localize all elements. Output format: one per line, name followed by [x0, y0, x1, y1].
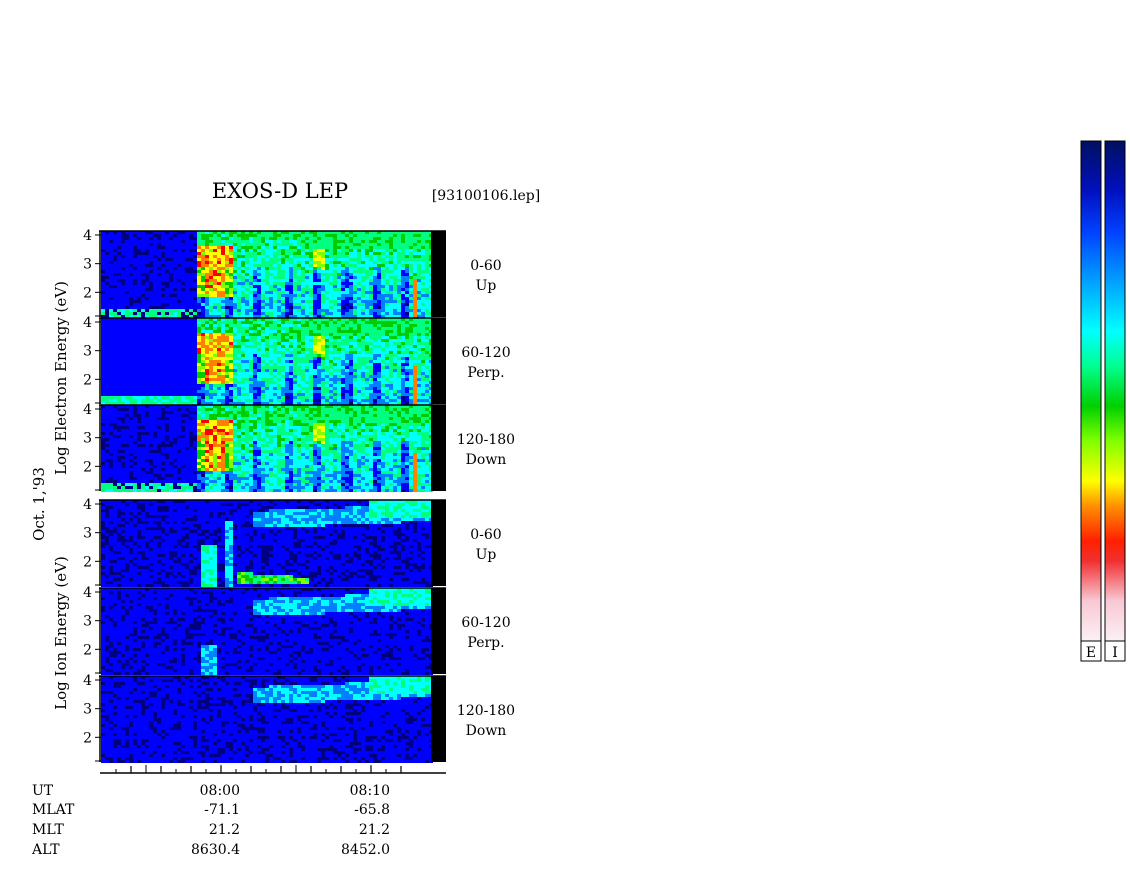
colorbar-electron: E — [1080, 140, 1102, 662]
row-label-ut: UT — [32, 783, 54, 799]
y-tick-label: 4 — [83, 228, 92, 244]
electron-ylabel: Log Electron Energy (eV) — [52, 281, 70, 475]
y-tick-label: 3 — [83, 702, 92, 718]
ion-panel-120-180 — [99, 675, 446, 763]
pitch-direction-label: Perp. — [467, 635, 504, 651]
spectrogram-panels: 4 3 2 0-60 Up 4 3 2 60-120 Perp. 4 3 2 120-180 Down 4 3 2… — [83, 228, 515, 763]
y-tick-label: 4 — [83, 497, 92, 513]
y-tick-label: 3 — [83, 526, 92, 542]
ephemeris-table: UT MLAT MLT ALT 08:00 -71.1 21.2 8630.4 … — [31, 783, 390, 858]
ion-ylabel: Log Ion Energy (eV) — [52, 556, 70, 710]
y-tick-label: 4 — [83, 585, 92, 601]
row-label-alt: ALT — [31, 842, 60, 858]
date-label: Oct. 1,'93 — [30, 467, 48, 541]
mlat-value-2: -65.8 — [354, 802, 390, 818]
y-axis-electron-0: 4 3 2 — [83, 228, 101, 317]
alt-value-1: 8630.4 — [191, 842, 240, 858]
pitch-range-label: 0-60 — [470, 258, 501, 274]
y-axis-ion-2: 4 3 2 — [83, 673, 101, 762]
y-tick-label: 2 — [83, 642, 92, 658]
y-axis-electron-1: 4 3 2 — [83, 315, 101, 404]
y-tick-label: 4 — [83, 315, 92, 331]
file-id: [93100106.lep] — [432, 188, 540, 204]
figure-title: EXOS-D LEP — [212, 179, 348, 203]
colorbar-label-i: I — [1112, 645, 1118, 661]
y-tick-label: 2 — [83, 730, 92, 746]
ion-panel-60-120 — [99, 587, 446, 675]
y-tick-label: 3 — [83, 431, 92, 447]
y-tick-label: 2 — [83, 285, 92, 301]
row-label-mlat: MLAT — [32, 802, 75, 818]
y-axis-electron-2: 4 3 2 — [83, 402, 101, 491]
y-tick-label: 2 — [83, 459, 92, 475]
y-tick-label: 2 — [83, 372, 92, 388]
time-axis — [100, 765, 446, 774]
colorbar-label-e: E — [1086, 645, 1096, 661]
pitch-range-label: 0-60 — [470, 527, 501, 543]
pitch-range-label: 120-180 — [457, 703, 515, 719]
y-tick-label: 2 — [83, 554, 92, 570]
y-tick-label: 3 — [83, 344, 92, 360]
y-tick-label: 4 — [83, 402, 92, 418]
y-tick-label: 3 — [83, 257, 92, 273]
electron-panel-60-120 — [99, 317, 446, 405]
row-label-mlt: MLT — [32, 822, 64, 838]
y-tick-label: 3 — [83, 614, 92, 630]
ut-value-2: 08:10 — [350, 783, 390, 799]
pitch-range-label: 60-120 — [461, 345, 510, 361]
pitch-range-label: 120-180 — [457, 432, 515, 448]
mlat-value-1: -71.1 — [204, 802, 240, 818]
pitch-direction-label: Down — [466, 723, 507, 739]
ion-panel-0-60 — [99, 499, 446, 587]
pitch-range-label: 60-120 — [461, 615, 510, 631]
pitch-direction-label: Up — [476, 278, 497, 294]
pitch-direction-label: Up — [476, 547, 497, 563]
mlt-value-2: 21.2 — [359, 822, 390, 838]
electron-panel-0-60 — [99, 230, 446, 318]
y-axis-ion-0: 4 3 2 — [83, 497, 101, 586]
pitch-direction-label: Down — [466, 452, 507, 468]
electron-panel-120-180 — [99, 404, 446, 492]
colorbar-ion: I — [1104, 140, 1126, 662]
mlt-value-1: 21.2 — [209, 822, 240, 838]
pitch-direction-label: Perp. — [467, 365, 504, 381]
y-axis-ion-1: 4 3 2 — [83, 585, 101, 674]
y-tick-label: 4 — [83, 673, 92, 689]
ut-value-1: 08:00 — [200, 783, 240, 799]
alt-value-2: 8452.0 — [341, 842, 390, 858]
